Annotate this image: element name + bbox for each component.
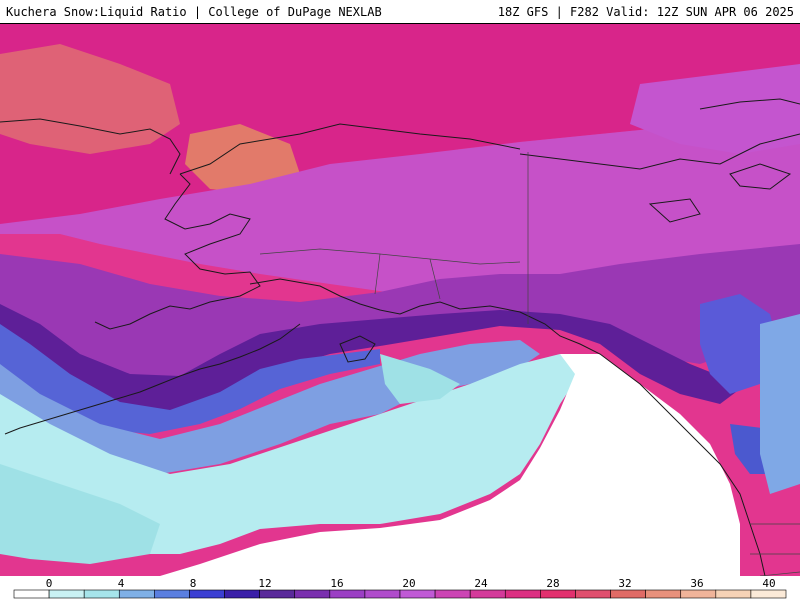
colorbar-tick-label: 28 — [546, 577, 559, 590]
field-cyan-southwest — [0, 464, 160, 564]
colorbar-swatch — [540, 589, 576, 599]
field-magenta-north — [0, 24, 800, 234]
colorbar-swatch — [294, 589, 331, 599]
map-header: Kuchera Snow:Liquid Ratio | College of D… — [0, 0, 800, 24]
colorbar-tick-label: 4 — [118, 577, 125, 590]
colorbar-swatch — [13, 589, 50, 599]
colorbar-tick-label: 24 — [474, 577, 488, 590]
colorbar-swatch — [399, 589, 436, 599]
colorbar-svg: 0 4 8 12 16 20 24 28 32 36 40 — [13, 577, 787, 599]
colorbar-tick-label: 36 — [690, 577, 703, 590]
colorbar-swatch — [259, 589, 296, 599]
coastline-aleutians — [4, 323, 301, 435]
colorbar-swatch — [48, 589, 85, 599]
field-aqua-ribbon — [380, 354, 460, 404]
field-orchid-east — [630, 64, 800, 154]
coastline-islands-east — [648, 163, 792, 223]
coastline-arctic — [519, 98, 800, 170]
product-title: Kuchera Snow:Liquid Ratio | College of D… — [6, 5, 382, 19]
colorbar-swatch — [575, 589, 611, 599]
colorbar-swatch — [504, 589, 541, 599]
coastline-chukotka — [0, 118, 181, 175]
snow-ratio-map — [0, 24, 800, 576]
colorbar-tick-label: 0 — [46, 577, 53, 590]
field-blue-ocean — [0, 324, 380, 434]
field-salmon-siberia — [185, 124, 300, 194]
colorbar-swatch — [83, 589, 120, 599]
colorbar-tick-label: 8 — [190, 577, 197, 590]
coastline-alaska — [94, 123, 766, 576]
run-info: 18Z GFS | F282 Valid: 12Z SUN APR 06 202… — [497, 5, 794, 19]
colorbar-swatch — [224, 589, 260, 599]
border-interior — [259, 248, 521, 300]
colorbar-swatch — [750, 589, 787, 599]
coastline-kodiak — [339, 335, 376, 363]
borders — [259, 152, 800, 576]
colorbar-swatch — [118, 589, 155, 599]
colorbar-swatch — [434, 589, 471, 599]
colorbar-swatch — [364, 589, 401, 599]
colorbar-tick-label: 12 — [258, 577, 271, 590]
colorbar-swatch — [645, 589, 682, 599]
field-white-ocean — [160, 354, 740, 576]
colorbar-tick-label: 40 — [762, 577, 775, 590]
field-salmon-west — [0, 44, 180, 154]
colorbar-swatch — [715, 589, 752, 599]
colorbar-tick-label: 20 — [402, 577, 415, 590]
colorbar-swatch — [189, 589, 225, 599]
field-indigo-coast — [0, 304, 740, 414]
colorbar-tick-label: 16 — [330, 577, 343, 590]
colorbar-tick-label: 32 — [618, 577, 631, 590]
coastlines — [0, 98, 800, 576]
colorbar-swatch — [329, 589, 366, 599]
field-lightblue-east — [760, 314, 800, 494]
colorbar-swatch — [610, 589, 646, 599]
border-pnw-states — [750, 523, 800, 576]
colorbar-swatch — [469, 589, 506, 599]
colorbar: 0 4 8 12 16 20 24 28 32 36 40 — [0, 576, 800, 600]
colorbar-swatch — [154, 589, 190, 599]
colorbar-swatch — [680, 589, 717, 599]
field-aqua-ocean — [0, 354, 580, 554]
